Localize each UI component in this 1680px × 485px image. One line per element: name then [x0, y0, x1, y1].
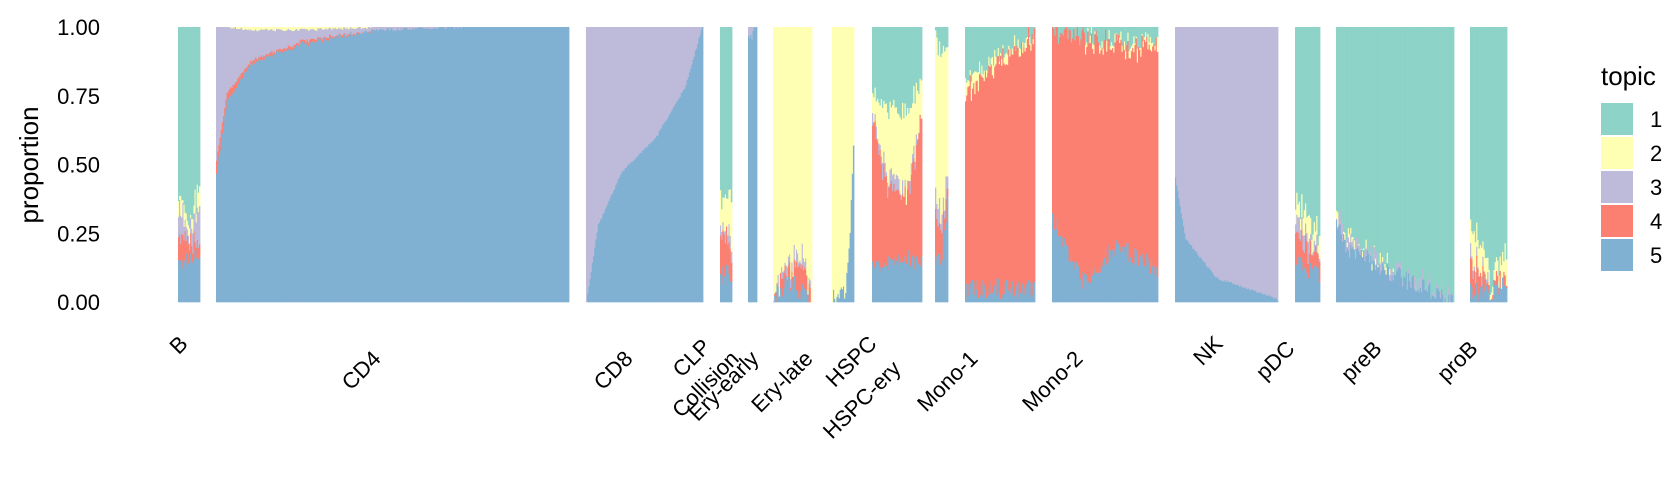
bars-layer	[178, 27, 1507, 302]
bar-segment	[947, 197, 949, 302]
group-prob	[1470, 27, 1507, 302]
bar-segment	[853, 27, 855, 146]
bar-segment	[1157, 37, 1159, 52]
bar-segment	[731, 27, 733, 202]
y-tick-label: 0.00	[57, 290, 100, 315]
bar-segment	[947, 47, 949, 177]
bar-segment	[921, 118, 923, 256]
legend-label: 3	[1650, 175, 1662, 200]
bar-segment	[811, 27, 813, 302]
bar-segment	[1277, 27, 1279, 300]
category-label: Ery-late	[746, 346, 817, 417]
bar-segment	[568, 27, 570, 302]
legend-key	[1601, 239, 1633, 271]
group-mono-1	[965, 27, 1035, 302]
group-cd4	[216, 27, 569, 302]
category-label: Mono-2	[1017, 346, 1087, 416]
category-label: Mono-1	[912, 346, 982, 416]
bar-segment	[731, 202, 733, 252]
legend-key	[1601, 137, 1633, 169]
y-tick-label: 0.75	[57, 84, 100, 109]
bar-segment	[731, 263, 733, 282]
group-nk	[1175, 27, 1278, 302]
bar-segment	[1277, 300, 1279, 302]
group-b	[178, 27, 200, 302]
group-hspc	[872, 27, 922, 302]
y-tick-label: 0.25	[57, 221, 100, 246]
group-cd8	[586, 27, 703, 302]
bar-segment	[1319, 282, 1321, 302]
bar-segment	[702, 27, 704, 302]
bar-segment	[199, 27, 201, 186]
y-tick-label: 0.50	[57, 153, 100, 178]
bar-segment	[921, 80, 923, 119]
y-axis-title: proportion	[14, 106, 44, 223]
bar-segment	[1319, 259, 1321, 262]
bar-segment	[1319, 262, 1321, 283]
group-ery-late	[832, 27, 854, 302]
bar-segment	[853, 145, 855, 302]
bar-segment	[947, 188, 949, 197]
bar-segment	[1034, 27, 1036, 28]
legend-label: 2	[1650, 141, 1662, 166]
bar-segment	[1034, 282, 1036, 303]
bar-segment	[921, 27, 923, 81]
bar-segment	[947, 176, 949, 188]
bar-segment	[199, 206, 201, 245]
bar-segment	[1453, 27, 1455, 302]
legend-key	[1601, 103, 1633, 135]
bar-segment	[731, 251, 733, 263]
group-collision	[748, 27, 757, 302]
bar-segment	[1157, 27, 1159, 37]
category-label: CD8	[589, 346, 638, 395]
bar-segment	[199, 186, 201, 206]
group-hspc-ery	[935, 27, 948, 302]
bar-segment	[1034, 28, 1036, 282]
category-label: CD4	[337, 346, 386, 395]
y-tick-label: 1.00	[57, 15, 100, 40]
bar-segment	[1506, 259, 1508, 286]
bar-segment	[1319, 27, 1321, 236]
group-preb	[1336, 27, 1454, 302]
bar-segment	[1506, 27, 1508, 259]
group-ery-early	[773, 27, 812, 302]
bar-segment	[1506, 286, 1508, 288]
category-label: preB	[1336, 336, 1387, 387]
bar-segment	[1157, 52, 1159, 278]
legend-key	[1601, 171, 1633, 203]
bar-segment	[199, 244, 201, 256]
category-label: pDC	[1251, 336, 1300, 385]
group-pdc	[1295, 27, 1320, 302]
legend-label: 1	[1650, 107, 1662, 132]
y-axis: 0.00 0.25 0.50 0.75 1.00	[57, 15, 100, 315]
category-label: NK	[1188, 331, 1228, 371]
category-label: B	[164, 331, 192, 359]
bar-segment	[1319, 236, 1321, 259]
legend-title: topic	[1601, 61, 1656, 91]
bar-segment	[756, 27, 758, 302]
bar-segment	[947, 27, 949, 47]
group-mono-2	[1052, 27, 1158, 302]
category-label: proB	[1432, 336, 1483, 387]
group-clp	[720, 27, 732, 302]
bar-segment	[199, 256, 201, 302]
legend: topic 1 2 3 4 5	[1601, 61, 1662, 271]
bar-segment	[1506, 287, 1508, 302]
bar-segment	[731, 282, 733, 303]
bar-segment	[1157, 277, 1159, 302]
legend-key	[1601, 205, 1633, 237]
legend-label: 4	[1650, 209, 1662, 234]
bar-segment	[921, 256, 923, 302]
legend-label: 5	[1650, 243, 1662, 268]
